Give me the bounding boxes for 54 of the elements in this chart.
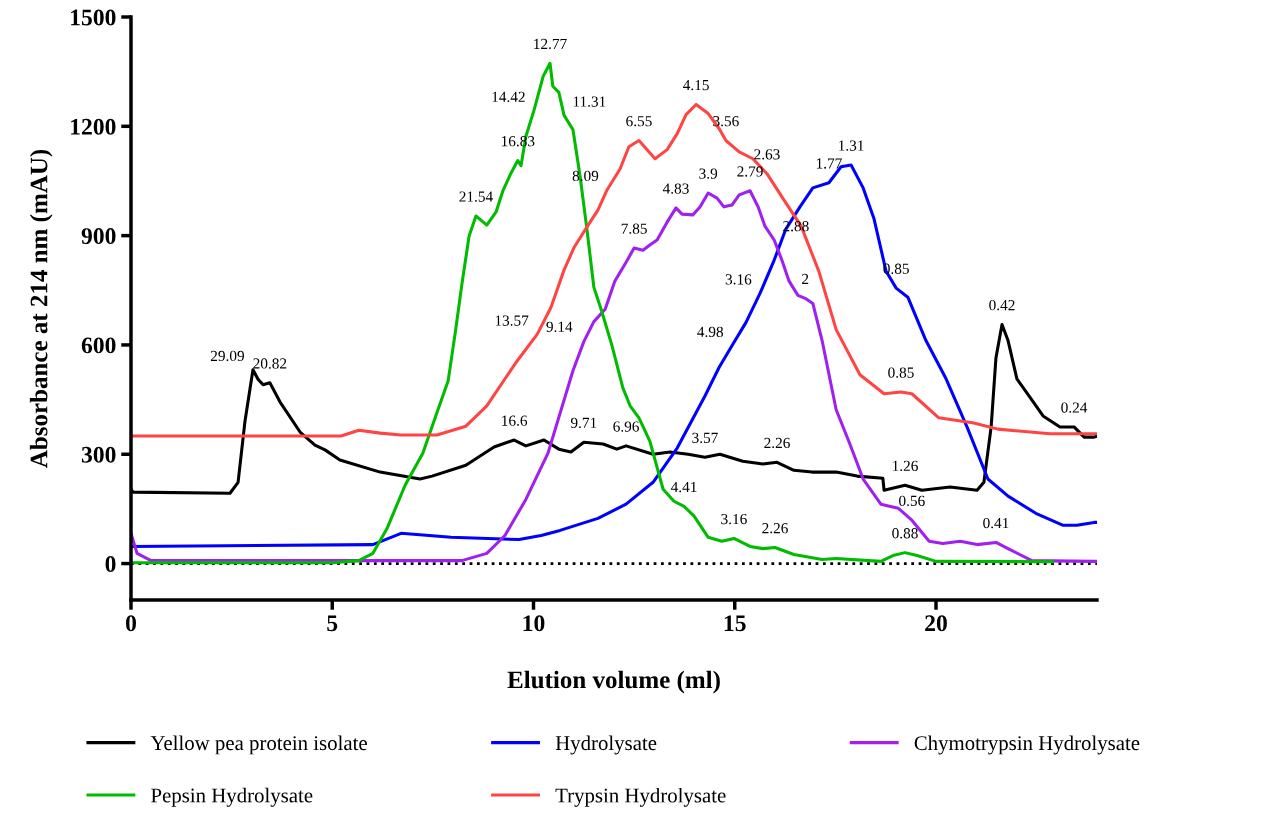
annotation: 2.63: [754, 149, 780, 160]
y-tick-label: 1500: [71, 9, 116, 26]
annotation: 0.41: [983, 517, 1009, 529]
annotation: 4.41: [670, 481, 697, 493]
annotation: 2.79: [737, 166, 763, 177]
annotation: 21.54: [459, 191, 493, 202]
annotation: 16.6: [502, 415, 528, 426]
legend-label: Hydrolysate: [555, 735, 657, 755]
annotation: 13.57: [495, 315, 529, 326]
y-tick-label: 1200: [71, 118, 116, 135]
legend-label: Trypsin Hydrolysate: [555, 787, 726, 807]
x-tick-label: 10: [523, 615, 545, 632]
annotation: 0.85: [888, 367, 914, 378]
annotation: 2.26: [762, 523, 788, 534]
x-tick-label: 15: [724, 615, 746, 632]
annotation: 1.77: [816, 158, 842, 169]
legend-label: Pepsin Hydrolysate: [151, 787, 313, 807]
annotation: 4.98: [697, 326, 724, 338]
annotation: 1.26: [892, 460, 918, 472]
annotation: 3.9: [699, 168, 718, 179]
y-tick-label: 300: [81, 446, 116, 463]
annotation: 11.31: [573, 96, 606, 107]
legend-label: Yellow pea protein isolate: [150, 735, 367, 755]
annotation: 3.16: [725, 274, 752, 285]
annotation: 20.82: [253, 358, 287, 369]
annotation: 3.57: [692, 432, 718, 444]
annotation: 9.14: [546, 321, 573, 332]
legend-label: Chymotrypsin Hydrolysate: [914, 735, 1140, 755]
annotation: 4.83: [662, 183, 689, 194]
y-tick-label: 900: [81, 228, 116, 245]
y-tick-label: 600: [81, 337, 116, 354]
x-axis-title: Elution volume (ml): [507, 670, 720, 694]
annotation: 1.31: [839, 140, 864, 151]
annotation: 29.09: [210, 350, 244, 362]
annotation: 2: [802, 273, 809, 284]
annotation: 0.24: [1061, 402, 1088, 413]
annotation: 12.77: [534, 38, 567, 50]
line-series: [131, 61, 1055, 565]
annotation: 7.85: [621, 223, 647, 234]
annotation: 3.16: [721, 513, 747, 525]
annotation: 0.42: [989, 300, 1015, 311]
annotation: 0.88: [892, 528, 918, 539]
annotation: 14.42: [492, 91, 525, 103]
y-axis-title: Absorbance at 214 nm (mAU): [29, 149, 53, 468]
annotation: 2.26: [764, 437, 790, 449]
x-tick-label: 20: [925, 615, 947, 632]
annotation: 6.96: [613, 421, 639, 432]
x-tick-label: 5: [327, 615, 338, 632]
y-tick-label: 0: [105, 556, 116, 572]
annotation: 6.55: [626, 116, 652, 127]
x-tick-label: 0: [126, 615, 136, 632]
annotation: 4.15: [683, 80, 709, 91]
annotation: 0.56: [899, 495, 925, 507]
annotation: 9.71: [570, 417, 597, 429]
